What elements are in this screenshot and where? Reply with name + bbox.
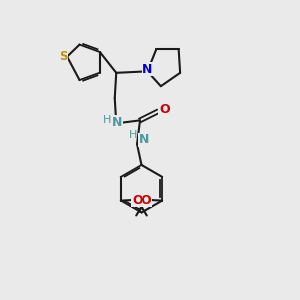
Text: H: H bbox=[103, 115, 111, 125]
Text: H: H bbox=[129, 130, 138, 140]
Text: O: O bbox=[140, 194, 151, 206]
Text: S: S bbox=[59, 50, 68, 63]
Text: O: O bbox=[159, 103, 170, 116]
Text: N: N bbox=[142, 63, 153, 76]
Text: N: N bbox=[112, 116, 122, 129]
Text: O: O bbox=[132, 194, 142, 206]
Text: N: N bbox=[138, 133, 149, 146]
